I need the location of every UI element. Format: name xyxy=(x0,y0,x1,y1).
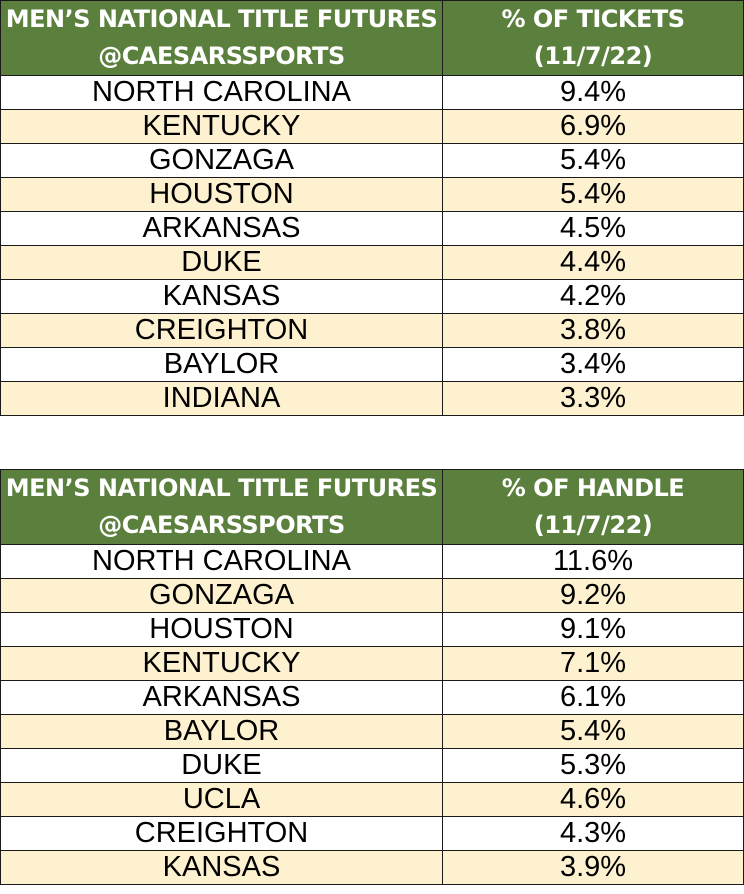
team-name-cell: KANSAS xyxy=(0,850,443,885)
header-date-line: (11/7/22) xyxy=(533,42,653,70)
header-metric-line: % OF HANDLE xyxy=(501,474,685,502)
team-name-cell: ARKANSAS xyxy=(0,211,443,246)
table-row: CREIGHTON 4.3% xyxy=(0,816,744,851)
team-name-cell: ARKANSAS xyxy=(0,680,443,715)
percentage-cell: 3.4% xyxy=(442,347,744,382)
table-row: DUKE 4.4% xyxy=(0,245,744,280)
header-handle-line: @CAESARSSPORTS xyxy=(98,42,345,70)
team-column-header: MEN’S NATIONAL TITLE FUTURES @CAESARSSPO… xyxy=(0,0,443,76)
percentage-cell: 6.9% xyxy=(442,109,744,144)
team-name-cell: CREIGHTON xyxy=(0,313,443,348)
team-name-cell: DUKE xyxy=(0,748,443,783)
team-column-header: MEN’S NATIONAL TITLE FUTURES @CAESARSSPO… xyxy=(0,469,443,545)
percentage-cell: 5.4% xyxy=(442,714,744,749)
header-date-line: (11/7/22) xyxy=(533,511,653,539)
percentage-cell: 5.4% xyxy=(442,143,744,178)
table-header-row: MEN’S NATIONAL TITLE FUTURES @CAESARSSPO… xyxy=(0,469,744,545)
table-body: NORTH CAROLINA 11.6% GONZAGA 9.2% HOUSTON 9.1… xyxy=(0,544,744,885)
handle-table: MEN’S NATIONAL TITLE FUTURES @CAESARSSPO… xyxy=(0,469,744,885)
percentage-cell: 3.9% xyxy=(442,850,744,885)
table-row: CREIGHTON 3.8% xyxy=(0,313,744,348)
team-name-cell: GONZAGA xyxy=(0,578,443,613)
table-row: BAYLOR 5.4% xyxy=(0,714,744,749)
header-title-line: MEN’S NATIONAL TITLE FUTURES xyxy=(5,474,438,502)
header-handle-line: @CAESARSSPORTS xyxy=(98,511,345,539)
table-row: NORTH CAROLINA 11.6% xyxy=(0,544,744,579)
percentage-cell: 7.1% xyxy=(442,646,744,681)
tickets-table: MEN’S NATIONAL TITLE FUTURES @CAESARSSPO… xyxy=(0,0,744,416)
percentage-cell: 6.1% xyxy=(442,680,744,715)
percentage-cell: 9.2% xyxy=(442,578,744,613)
percentage-cell: 4.6% xyxy=(442,782,744,817)
header-title-line: MEN’S NATIONAL TITLE FUTURES xyxy=(5,5,438,33)
percentage-cell: 4.3% xyxy=(442,816,744,851)
team-name-cell: GONZAGA xyxy=(0,143,443,178)
team-name-cell: CREIGHTON xyxy=(0,816,443,851)
team-name-cell: KANSAS xyxy=(0,279,443,314)
table-row: GONZAGA 5.4% xyxy=(0,143,744,178)
table-row: HOUSTON 5.4% xyxy=(0,177,744,212)
table-row: DUKE 5.3% xyxy=(0,748,744,783)
team-name-cell: NORTH CAROLINA xyxy=(0,75,443,110)
table-row: INDIANA 3.3% xyxy=(0,381,744,416)
table-row: KANSAS 3.9% xyxy=(0,850,744,885)
table-row: NORTH CAROLINA 9.4% xyxy=(0,75,744,110)
team-name-cell: KENTUCKY xyxy=(0,646,443,681)
team-name-cell: UCLA xyxy=(0,782,443,817)
table-row: KANSAS 4.2% xyxy=(0,279,744,314)
percentage-cell: 5.4% xyxy=(442,177,744,212)
table-row: UCLA 4.6% xyxy=(0,782,744,817)
table-row: ARKANSAS 4.5% xyxy=(0,211,744,246)
table-body: NORTH CAROLINA 9.4% KENTUCKY 6.9% GONZAGA 5.4… xyxy=(0,75,744,416)
percentage-cell: 3.3% xyxy=(442,381,744,416)
percentage-cell: 3.8% xyxy=(442,313,744,348)
table-row: BAYLOR 3.4% xyxy=(0,347,744,382)
team-name-cell: DUKE xyxy=(0,245,443,280)
team-name-cell: BAYLOR xyxy=(0,714,443,749)
team-name-cell: HOUSTON xyxy=(0,612,443,647)
percentage-cell: 4.5% xyxy=(442,211,744,246)
table-row: KENTUCKY 6.9% xyxy=(0,109,744,144)
table-row: GONZAGA 9.2% xyxy=(0,578,744,613)
table-row: ARKANSAS 6.1% xyxy=(0,680,744,715)
percentage-cell: 5.3% xyxy=(442,748,744,783)
tickets-column-header: % OF TICKETS (11/7/22) xyxy=(442,0,744,76)
team-name-cell: INDIANA xyxy=(0,381,443,416)
header-metric-line: % OF TICKETS xyxy=(501,5,685,33)
table-header-row: MEN’S NATIONAL TITLE FUTURES @CAESARSSPO… xyxy=(0,0,744,76)
percentage-cell: 4.2% xyxy=(442,279,744,314)
team-name-cell: NORTH CAROLINA xyxy=(0,544,443,579)
percentage-cell: 9.4% xyxy=(442,75,744,110)
team-name-cell: KENTUCKY xyxy=(0,109,443,144)
percentage-cell: 4.4% xyxy=(442,245,744,280)
team-name-cell: HOUSTON xyxy=(0,177,443,212)
table-row: KENTUCKY 7.1% xyxy=(0,646,744,681)
handle-column-header: % OF HANDLE (11/7/22) xyxy=(442,469,744,545)
percentage-cell: 11.6% xyxy=(442,544,744,579)
percentage-cell: 9.1% xyxy=(442,612,744,647)
team-name-cell: BAYLOR xyxy=(0,347,443,382)
table-row: HOUSTON 9.1% xyxy=(0,612,744,647)
